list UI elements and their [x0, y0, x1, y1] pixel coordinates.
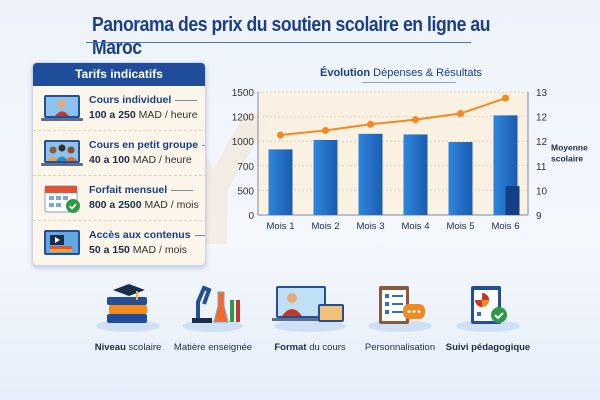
x-tick-label: Mois 4: [402, 221, 430, 232]
price-item: Cours individuel 100 a 250 MAD / heure: [33, 86, 205, 131]
left-tick-label: 1200: [232, 113, 255, 124]
item-price: 800 a 2500 MAD / mois: [89, 199, 199, 211]
item-price: 40 a 100 MAD / heure: [89, 154, 192, 166]
factor-personnalisation: Personnalisation: [352, 282, 448, 353]
bar-overlay: [505, 186, 520, 215]
factor-label: Personnalisation: [364, 342, 436, 353]
x-tick-label: Mois 6: [492, 221, 520, 232]
line-point: [457, 110, 464, 118]
left-tick-label: 1000: [232, 137, 255, 148]
x-tick-label: Mois 5: [447, 221, 475, 232]
right-tick-label: 10: [536, 186, 548, 197]
factor-matiere: Matière enseignée: [165, 282, 261, 353]
right-tick-label: 11: [536, 162, 547, 173]
price-item: Accès aux contenus 50 a 150 MAD / mois: [33, 221, 205, 265]
calendar-check-icon: [44, 185, 80, 213]
item-title: Cours en petit groupe: [89, 139, 205, 151]
line-series: [280, 97, 506, 137]
x-tick-label: Mois 1: [267, 221, 295, 232]
factor-suivi: Suivi pédagogique: [440, 282, 536, 353]
item-title: Cours individuel: [89, 94, 197, 106]
video-call-icon: [41, 95, 83, 121]
page-title: Panorama des prix du soutien scolaire en…: [92, 14, 491, 59]
title-divider: [86, 42, 471, 43]
right-tick-label: 9: [536, 211, 542, 222]
right-axis-label: scolaire: [551, 154, 583, 164]
factor-label: Niveau scolaire: [94, 342, 162, 353]
factor-format: Format du cours: [262, 282, 358, 353]
price-item: Cours en petit groupe 40 a 100 MAD / heu…: [33, 131, 205, 176]
left-tick-label: 0: [248, 211, 254, 222]
group-video-icon: [41, 140, 83, 166]
factor-label: Format du cours: [274, 342, 346, 353]
item-title: Accès aux contenus: [89, 229, 205, 241]
price-item: Forfait mensuel 800 a 2500 MAD / mois: [33, 176, 205, 221]
checklist-chat-icon: [368, 286, 432, 332]
factor-label: Suivi pédagogique: [445, 342, 531, 353]
left-tick-label: 500: [237, 186, 254, 197]
item-price: 100 a 250 MAD / heure: [89, 109, 198, 121]
bar: [448, 142, 473, 215]
line-point: [277, 131, 284, 139]
item-title: Forfait mensuel: [89, 184, 193, 196]
chart-title: Évolution Dépenses & Résultats: [320, 67, 483, 79]
factor-label: Matière enseignée: [173, 342, 253, 353]
video-conference-icon: [272, 286, 346, 332]
panel-header: Tarifs indicatifs: [33, 63, 205, 86]
video-library-icon: [44, 230, 80, 255]
x-tick-label: Mois 2: [312, 221, 340, 232]
microscope-flask-icon: [183, 285, 243, 332]
x-tick-label: Mois 3: [357, 221, 385, 232]
chart-title-divider: [362, 82, 456, 83]
bar: [358, 133, 383, 215]
report-check-icon: [456, 286, 520, 332]
line-point: [322, 126, 329, 134]
right-tick-label: 12: [536, 113, 548, 124]
left-tick-label: 1500: [232, 88, 255, 99]
bar: [403, 134, 428, 215]
line-point: [502, 94, 509, 102]
plot-background: [258, 92, 528, 215]
left-tick-label: 700: [237, 162, 254, 173]
right-axis-label: Moyenne: [551, 143, 588, 153]
factor-niveau: Niveau scolaire: [80, 282, 176, 353]
expenses-results-chart: 0 9 500 10 700 11 1000 12 1200 12 1500 13 Moyennesco…: [232, 88, 588, 232]
line-point: [367, 120, 374, 128]
graduation-books-icon: [96, 284, 160, 332]
right-tick-label: 12: [536, 137, 548, 148]
bar: [313, 139, 338, 215]
item-price: 50 a 150 MAD / mois: [89, 244, 188, 256]
right-tick-label: 13: [536, 88, 548, 99]
pricing-panel: Tarifs indicatifs Cours individuel 100 a…: [32, 62, 206, 266]
bar: [268, 149, 293, 215]
line-point: [412, 116, 419, 124]
